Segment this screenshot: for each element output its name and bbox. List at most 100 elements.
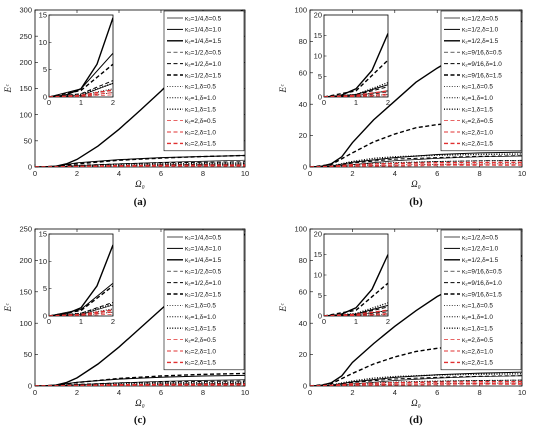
legend-label-4: κ₂=9/16,δ=0.5: [462, 269, 502, 276]
legend-label-7: κ₂=1,δ=0.5: [185, 84, 216, 91]
inset-y-tick-label: 0: [43, 93, 47, 102]
x-tick-label: 6: [435, 388, 439, 397]
y-tick-label: 100: [19, 110, 32, 119]
inset-series-line-5: [324, 306, 388, 316]
x-tick-label: 2: [350, 169, 354, 178]
y-tick-label: 150: [19, 287, 32, 296]
inset-y-tick-label: 10: [39, 38, 47, 47]
y-tick-label: 0: [303, 163, 307, 172]
series-line-12: [310, 161, 522, 167]
panel-label: (c): [134, 414, 147, 426]
x-tick-label: 10: [518, 388, 526, 397]
legend-label-8: κ₂=1,δ=1.0: [462, 314, 493, 321]
x-tick-label: 0: [308, 388, 312, 397]
legend-label-11: κ₂=2,δ=1.0: [462, 129, 493, 136]
x-tick-label: 2: [75, 388, 79, 397]
legend-label-8: κ₂=1,δ=1.0: [185, 95, 216, 102]
legend-label-12: κ₂=2,δ=1.5: [462, 360, 493, 367]
inset-series-group: [49, 17, 113, 97]
inset-series-line-6: [49, 285, 113, 316]
y-tick-label: 100: [294, 6, 307, 15]
inset-x-tick-label: 0: [47, 317, 51, 326]
legend-label-1: κ₂=1/4,δ=0.5: [185, 234, 222, 241]
y-tick-label: 40: [299, 100, 307, 109]
panel-label: (a): [134, 196, 147, 208]
y-axis-label: Eᶜ: [278, 303, 288, 312]
legend: κ₂=1/4,δ=0.5 κ₂=1/4,δ=1.0 κ₂=1/4,δ=1.5 κ₂=1…: [163, 10, 245, 152]
legend-label-2: κ₂=1/2,δ=1.0: [462, 27, 499, 34]
legend-label-6: κ₂=9/16,δ=1.5: [462, 291, 502, 298]
inset-x-tick-label: 1: [79, 317, 83, 326]
inset-frame: [48, 14, 114, 98]
y-tick-label: 40: [299, 319, 307, 328]
x-tick-label: 4: [393, 388, 397, 397]
legend-label-5: κ₂=9/16,δ=1.0: [462, 280, 502, 287]
inset-y-tick-label: 15: [39, 230, 47, 239]
inset-series-line-6: [324, 282, 388, 316]
x-tick-label: 8: [201, 388, 205, 397]
legend-label-8: κ₂=1,δ=1.0: [462, 95, 493, 102]
inset-x-tick-label: 0: [47, 98, 51, 107]
inset-y-tick-label: 15: [39, 11, 47, 20]
legend-label-3: κ₂=1/2,δ=1.5: [462, 38, 499, 45]
inset-y-tick-label: 20: [314, 230, 322, 239]
y-tick-label: 0: [28, 163, 32, 172]
inset-x-tick-label: 0: [322, 317, 326, 326]
legend-label-8: κ₂=1,δ=1.0: [185, 314, 216, 321]
inset-series-line-11: [324, 93, 388, 97]
y-tick-label: 50: [24, 350, 32, 359]
inset-series-line-9: [49, 82, 113, 97]
inset-series-line-10: [49, 94, 113, 97]
x-tick-label: 4: [393, 169, 397, 178]
legend-box: [163, 10, 245, 152]
x-tick-label: 8: [478, 388, 482, 397]
x-tick-label: 0: [308, 169, 312, 178]
inset-series-line-12: [49, 309, 113, 316]
inset-y-tick-label: 10: [39, 257, 47, 266]
y-axis-label: Eᶜ: [278, 84, 288, 93]
x-tick-label: 6: [159, 388, 163, 397]
inset-series-line-12: [324, 90, 388, 97]
inset-series-line-10: [324, 314, 388, 316]
x-tick-label: 2: [350, 388, 354, 397]
series-line-12: [35, 164, 245, 167]
inset-y-tick-label: 10: [314, 271, 322, 280]
inset-y-tick-label: 5: [318, 72, 322, 81]
legend-label-5: κ₂=1/2,δ=1.0: [185, 280, 222, 287]
y-tick-label: 250: [19, 225, 32, 234]
legend-label-6: κ₂=1/2,δ=1.5: [185, 291, 222, 298]
legend-label-10: κ₂=2,δ=0.5: [185, 337, 216, 344]
inset-series-line-12: [324, 309, 388, 316]
inset-series-line-9: [49, 303, 113, 316]
legend-label-7: κ₂=1,δ=0.5: [462, 84, 493, 91]
legend-label-11: κ₂=2,δ=1.0: [185, 348, 216, 355]
x-tick-label: 10: [241, 169, 249, 178]
inset-x-tick-label: 1: [354, 317, 358, 326]
inset-series-line-2: [49, 282, 113, 316]
x-tick-label: 4: [117, 169, 121, 178]
legend-label-5: κ₂=1/2,δ=1.0: [185, 61, 222, 68]
inset-x-tick-label: 2: [111, 98, 115, 107]
legend-label-12: κ₂=2,δ=1.5: [462, 141, 493, 148]
inset-x-tick-label: 2: [386, 98, 390, 107]
legend-box: [440, 10, 522, 152]
inset-series-line-5: [324, 86, 388, 97]
x-tick-label: 10: [518, 169, 526, 178]
legend-label-11: κ₂=2,δ=1.0: [462, 348, 493, 355]
inset-series-group: [324, 33, 388, 97]
panel-label: (b): [409, 196, 423, 208]
inset-y-tick-label: 15: [314, 250, 322, 259]
y-tick-label: 80: [299, 37, 307, 46]
inset-x-tick-label: 0: [322, 98, 326, 107]
inset-series-line-12: [49, 89, 113, 97]
x-tick-label: 6: [159, 169, 163, 178]
x-tick-label: 10: [241, 388, 249, 397]
legend-label-9: κ₂=1,δ=1.5: [185, 107, 216, 114]
